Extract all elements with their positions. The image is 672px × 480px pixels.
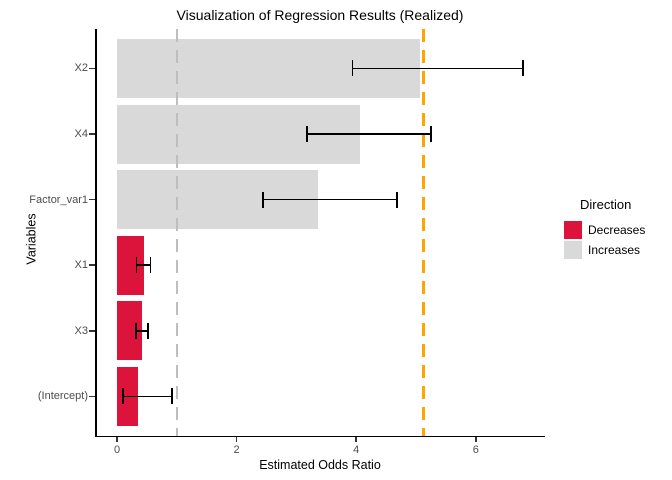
y-tick-mark xyxy=(89,67,95,70)
reference-line-null xyxy=(175,29,178,436)
y-tick-label-intercept: (Intercept) xyxy=(37,390,88,403)
errorbar-cap-low xyxy=(306,126,308,142)
legend-entry-increases: Increases xyxy=(564,240,670,260)
y-tick-label-x4: X4 xyxy=(74,128,88,140)
chart-title: Visualization of Regression Results (Rea… xyxy=(176,7,464,23)
y-tick-label-x3: X3 xyxy=(74,324,88,337)
errorbar-cap-low xyxy=(135,322,137,339)
errorbar-cap-high xyxy=(396,191,398,208)
x-axis-title: Estimated Odds Ratio xyxy=(259,458,381,472)
y-tick-mark xyxy=(89,198,95,201)
errorbar-intercept xyxy=(122,395,172,398)
y-tick-label-factorvar1: Factor_var1 xyxy=(29,193,88,206)
errorbar-cap-low xyxy=(122,388,124,405)
legend-label-increases: Increases xyxy=(588,243,641,257)
x-tick-mark xyxy=(116,437,118,442)
y-tick-label-x2: X2 xyxy=(74,62,88,75)
errorbar-cap-high xyxy=(522,60,524,77)
errorbar-cap-low xyxy=(262,191,264,208)
decreases-swatch xyxy=(564,221,582,239)
y-tick-mark xyxy=(89,264,95,266)
errorbar-x2 xyxy=(352,67,524,70)
x-tick-mark xyxy=(235,437,238,442)
x-tick-label: 6 xyxy=(472,444,479,456)
x-axis-line xyxy=(95,435,545,437)
errorbar-cap-low xyxy=(135,257,138,274)
legend-entry-decreases: Decreases xyxy=(564,220,670,240)
legend-title: Direction xyxy=(580,197,632,212)
x-tick-label: 0 xyxy=(113,444,121,456)
errorbar-x1 xyxy=(136,264,151,266)
y-tick-mark xyxy=(89,330,95,332)
errorbar-cap-high xyxy=(430,126,432,142)
y-axis-title: Variables xyxy=(24,213,39,265)
errorbar-cap-high xyxy=(149,257,152,274)
x-tick-label: 2 xyxy=(233,444,240,456)
errorbar-x4 xyxy=(307,133,431,135)
errorbar-factorvar1 xyxy=(262,198,397,201)
x-tick-mark xyxy=(355,437,357,442)
y-axis-line xyxy=(95,29,97,437)
y-tick-label-x1: X1 xyxy=(74,259,88,272)
increases-swatch xyxy=(564,241,582,259)
errorbar-cap-high xyxy=(171,388,173,405)
legend: Direction Decreases Increases xyxy=(564,197,670,260)
plot-panel xyxy=(96,29,544,436)
x-tick-mark xyxy=(475,437,477,442)
y-tick-mark xyxy=(89,133,95,135)
y-tick-mark xyxy=(89,395,95,398)
errorbar-cap-low xyxy=(351,60,354,77)
legend-label-decreases: Decreases xyxy=(588,223,646,237)
reference-line-highlight xyxy=(421,29,425,436)
errorbar-x3 xyxy=(136,330,149,332)
x-tick-label: 4 xyxy=(353,444,360,456)
errorbar-cap-high xyxy=(147,322,149,339)
